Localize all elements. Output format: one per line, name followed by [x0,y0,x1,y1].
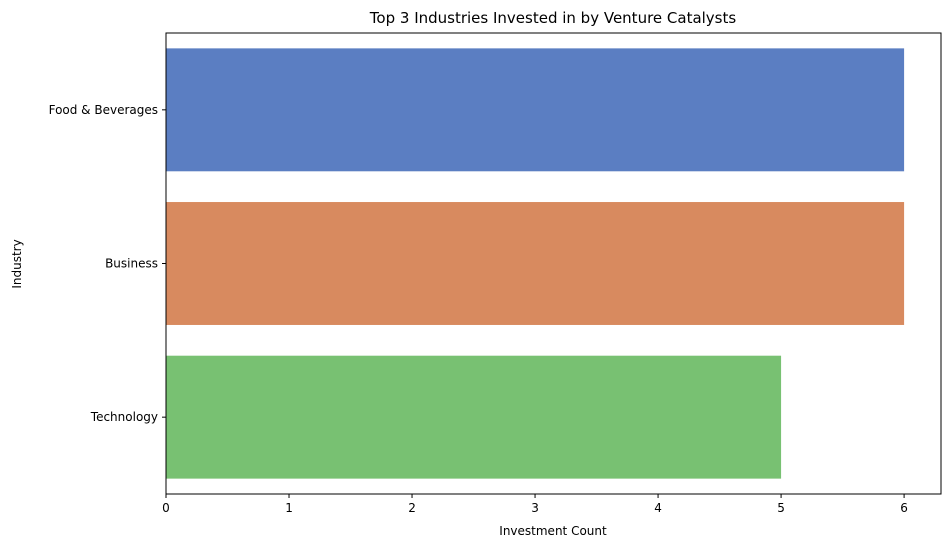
chart-title: Top 3 Industries Invested in by Venture … [369,9,737,27]
x-tick-label-4: 4 [654,501,662,515]
x-tick-label-1: 1 [285,501,293,515]
y-tick-label-technology: Technology [90,410,158,424]
bar-business [166,202,905,325]
bar-technology [166,355,782,479]
x-tick-label-0: 0 [162,501,170,515]
y-tick-label-food-beverages: Food & Beverages [49,103,158,117]
x-axis-ticks: 0 1 2 3 4 5 6 [162,494,908,515]
x-tick-label-5: 5 [777,501,785,515]
x-tick-label-6: 6 [900,501,908,515]
plot-frame [165,32,942,495]
x-axis-label: Investment Count [499,524,607,538]
bar-food-beverages [166,48,905,172]
bars-group [166,48,905,479]
x-tick-label-2: 2 [408,501,416,515]
y-axis-label: Industry [10,239,24,288]
y-tick-label-business: Business [105,257,158,271]
y-axis-ticks: Food & Beverages Business Technology [49,103,166,424]
x-tick-label-3: 3 [531,501,539,515]
